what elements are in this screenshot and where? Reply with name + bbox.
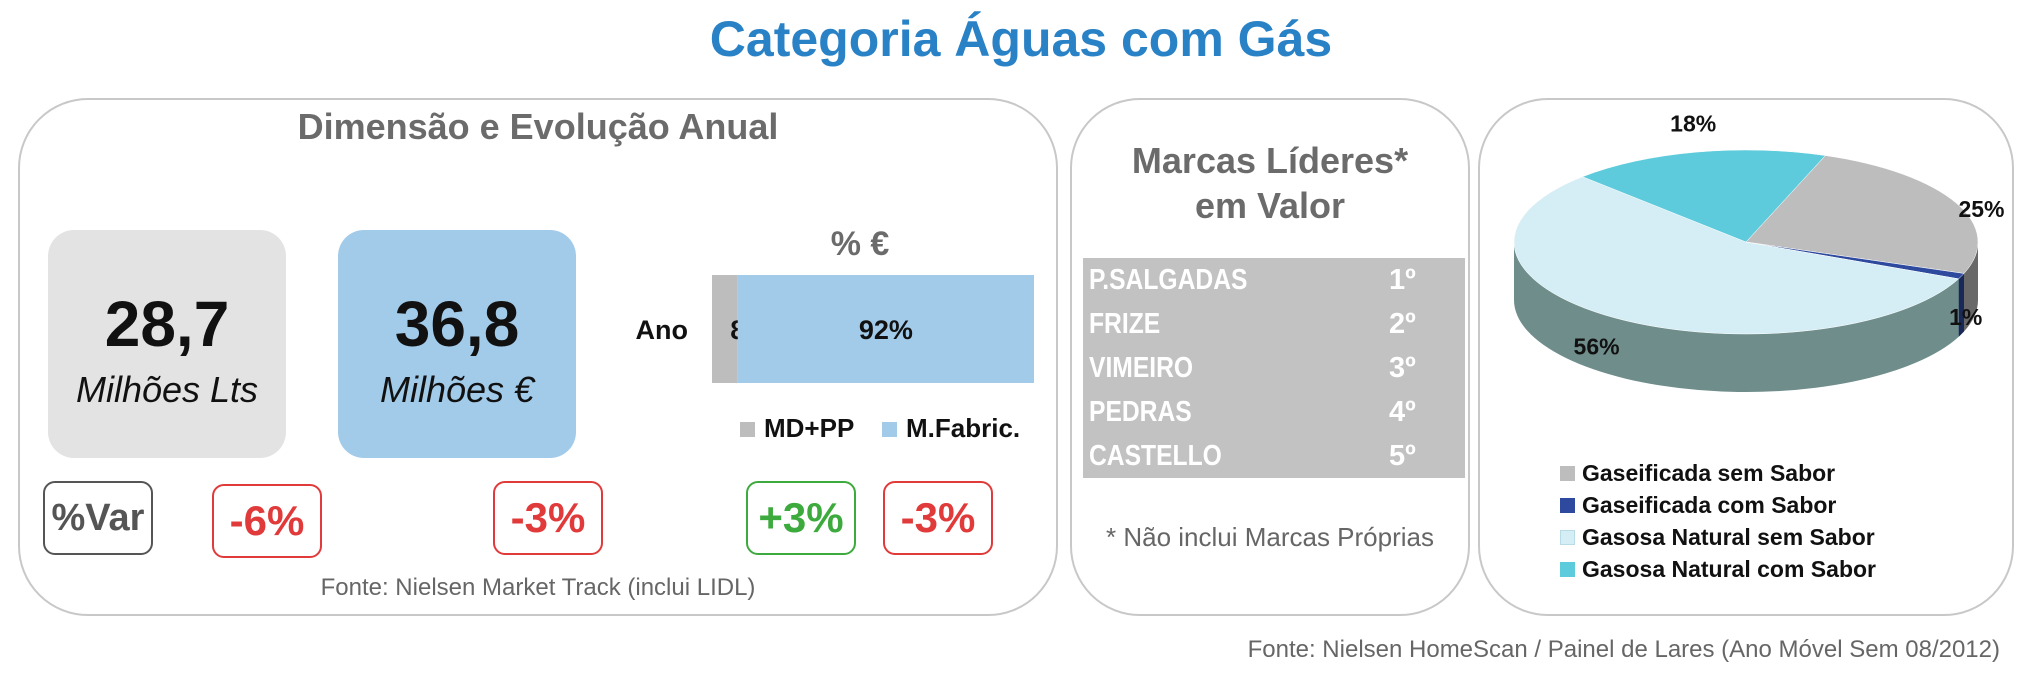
leading-brands-title-line2: em Valor — [1194, 185, 1346, 226]
brand-rank: 4º — [1389, 396, 1416, 428]
share-bar-md-pp — [712, 275, 738, 383]
share-chart-title: % € — [831, 225, 890, 263]
brand-row: FRIZE 2º — [1083, 302, 1465, 346]
pie-label-gaseificada-com-sabor: 1% — [1949, 304, 1982, 330]
share-bar-label-m-fabric: 92% — [859, 315, 913, 345]
brand-row: P.SALGADAS 1º — [1083, 258, 1465, 302]
brand-row: PEDRAS 4º — [1083, 390, 1465, 434]
segment-pie-chart: 25% 1% 56% 18% — [1513, 111, 2005, 392]
pie-slice-gasosa-natural-sem-sabor — [1513, 176, 1960, 335]
brand-rank: 3º — [1389, 352, 1416, 384]
brand-rank: 1º — [1389, 264, 1416, 296]
legend-swatch-gaseificada-com-sabor — [1560, 498, 1575, 513]
legend-label-md-pp: MD+PP — [764, 413, 854, 443]
leading-brands-title-line1: Marcas Líderes* — [1131, 140, 1409, 181]
legend-swatch-md-pp — [740, 422, 755, 437]
brand-name: PEDRAS — [1089, 396, 1192, 428]
legend-label: Gaseificada sem Sabor — [1582, 460, 1836, 486]
pie-label-gaseificada-sem-sabor: 25% — [1958, 196, 2004, 222]
legend-swatch-gaseificada-sem-sabor — [1560, 466, 1575, 481]
legend-label-m-fabric: M.Fabric. — [906, 413, 1020, 443]
brand-row: VIMEIRO 3º — [1083, 346, 1465, 390]
var-value-badge: -3% — [493, 481, 603, 555]
share-bar-chart: % € 8%92% Ano MD+PP M.Fabric. — [636, 225, 1034, 443]
value-card: 36,8 Milhões € — [338, 230, 576, 458]
dimension-panel-title: Dimensão e Evolução Anual — [297, 106, 779, 147]
share-category-label: Ano — [636, 315, 688, 345]
brand-name: VIMEIRO — [1089, 352, 1194, 384]
var-volume-badge: -6% — [212, 484, 322, 558]
brand-row: CASTELLO 5º — [1083, 434, 1465, 478]
var-m-fabric-badge: -3% — [883, 481, 993, 555]
pie-label-gasosa-natural-sem-sabor: 56% — [1574, 333, 1620, 359]
var-label-badge: %Var — [43, 481, 153, 555]
pie-side-gaseificada-com-sabor — [1958, 273, 1965, 337]
brand-name: FRIZE — [1089, 308, 1161, 340]
pie-side-gasosa-natural-sem-sabor — [1514, 242, 1959, 392]
value-unit: Milhões € — [379, 369, 535, 410]
legend-swatch-gasosa-natural-sem-sabor — [1560, 530, 1575, 545]
legend-swatch-m-fabric — [882, 422, 897, 437]
footer-source: Fonte: Nielsen HomeScan / Painel de Lare… — [1247, 636, 2000, 663]
volume-unit: Milhões Lts — [75, 369, 259, 410]
brand-rank: 2º — [1389, 308, 1416, 340]
brand-ranking-table: P.SALGADAS 1º FRIZE 2º VIMEIRO 3º PEDRAS… — [1083, 258, 1465, 478]
left-panel-source: Fonte: Nielsen Market Track (inclui LIDL… — [320, 574, 756, 601]
legend-swatch-gasosa-natural-com-sabor — [1560, 562, 1575, 577]
pie-side-gaseificada-sem-sabor — [1964, 242, 1978, 332]
page-title: Categoria Águas com Gás — [709, 11, 1333, 67]
legend-label: Gaseificada com Sabor — [1582, 492, 1837, 518]
pie-legend: Gaseificada sem Sabor Gaseificada com Sa… — [1560, 460, 1980, 600]
legend-label: Gasosa Natural sem Sabor — [1582, 524, 1875, 550]
brand-rank: 5º — [1389, 440, 1416, 472]
pie-slice-gaseificada-sem-sabor — [1745, 155, 1979, 274]
volume-value: 28,7 — [104, 288, 230, 360]
pie-label-gasosa-natural-com-sabor: 18% — [1670, 111, 1716, 137]
pie-slice-gasosa-natural-com-sabor — [1581, 149, 1826, 243]
brand-name: P.SALGADAS — [1089, 264, 1248, 296]
share-bar-m-fabric — [737, 275, 1034, 383]
brands-footnote: * Não inclui Marcas Próprias — [1105, 522, 1434, 552]
brand-name: CASTELLO — [1089, 440, 1222, 472]
legend-label: Gasosa Natural com Sabor — [1582, 556, 1876, 582]
value-value: 36,8 — [394, 288, 520, 360]
volume-card: 28,7 Milhões Lts — [48, 230, 286, 458]
var-md-pp-badge: +3% — [746, 481, 856, 555]
